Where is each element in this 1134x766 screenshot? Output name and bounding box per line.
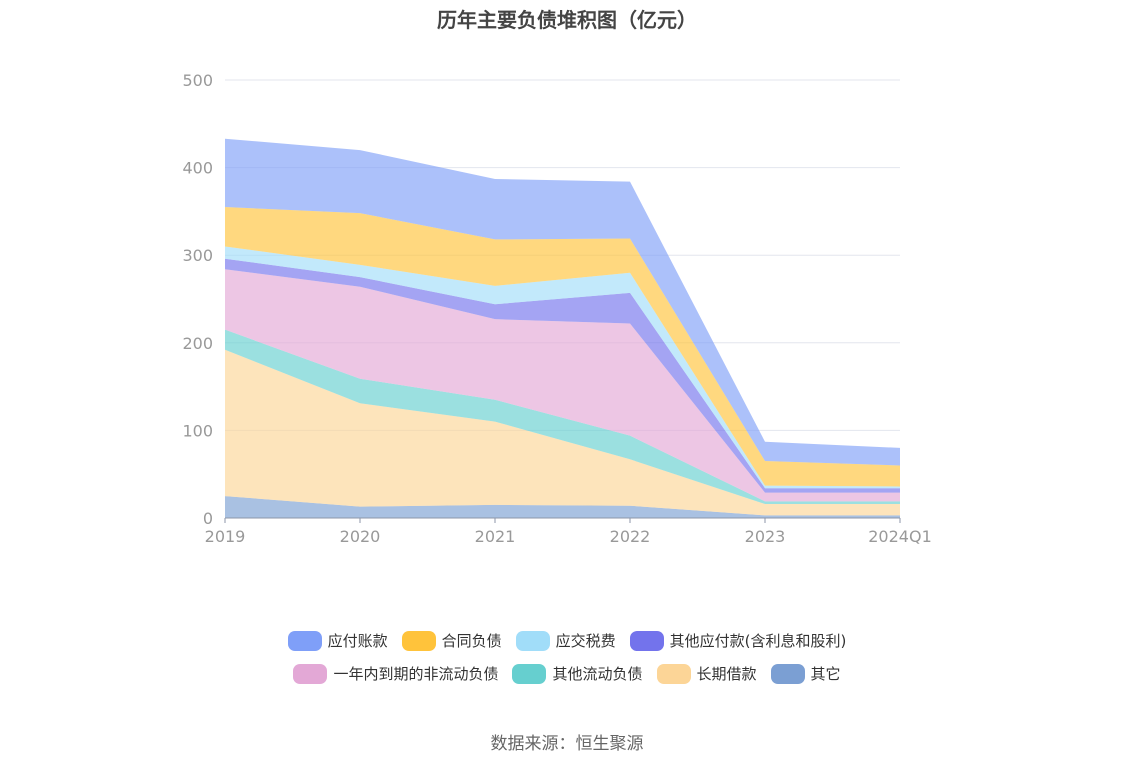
x-tick-label: 2024Q1	[868, 527, 932, 546]
legend-item-current-portion-noncurrent[interactable]: 一年内到期的非流动负债	[293, 663, 498, 684]
y-tick-label: 500	[182, 71, 213, 90]
legend-item-other-payables[interactable]: 其他应付款(含利息和股利)	[629, 630, 847, 651]
area-series	[225, 349, 900, 516]
legend-row-1: 应付账款 合同负债 应交税费 其他应付款(含利息和股利)	[0, 630, 1134, 651]
legend-row-2: 一年内到期的非流动负债 其他流动负债 长期借款 其它	[0, 663, 1134, 684]
area-series	[225, 207, 900, 487]
legend-label: 其他应付款(含利息和股利)	[669, 632, 847, 650]
axes: 0 100 200 300 400 500 2019 2020 2021 2022 2023 2024…	[182, 71, 931, 546]
area-series	[225, 269, 900, 502]
y-tick-label: 100	[182, 421, 213, 440]
chart-title: 历年主要负债堆积图（亿元）	[437, 8, 697, 32]
legend-item-contract-liabilities[interactable]: 合同负债	[401, 630, 502, 651]
x-tick-label: 2023	[745, 527, 786, 546]
y-tick-label: 300	[182, 246, 213, 265]
y-tick-label: 200	[182, 334, 213, 353]
legend-label: 一年内到期的非流动负债	[333, 665, 499, 683]
area-series	[225, 138, 900, 466]
legend-label: 应交税费	[555, 632, 616, 650]
legend-swatch	[293, 663, 328, 684]
data-source-note: 数据来源：恒生聚源	[490, 734, 644, 754]
legend-swatch	[656, 663, 691, 684]
legend-item-long-term-loans[interactable]: 长期借款	[656, 663, 757, 684]
legend-swatch	[770, 663, 805, 684]
legend-swatch	[401, 630, 436, 651]
legend-label: 长期借款	[696, 665, 757, 683]
legend-swatch	[515, 630, 550, 651]
legend-swatch	[512, 663, 547, 684]
legend-swatch	[287, 630, 322, 651]
area-series-layer	[225, 138, 900, 518]
x-tick-label: 2019	[205, 527, 246, 546]
area-series	[225, 496, 900, 518]
y-tick-label: 0	[203, 509, 213, 528]
x-tick-label: 2021	[475, 527, 516, 546]
legend-item-other[interactable]: 其它	[770, 663, 841, 684]
legend-item-accounts-payable[interactable]: 应付账款	[287, 630, 388, 651]
y-tick-label: 400	[182, 159, 213, 178]
x-tick-label: 2022	[610, 527, 651, 546]
legend-label: 合同负债	[441, 632, 502, 650]
area-series	[225, 246, 900, 489]
legend-swatch	[629, 630, 664, 651]
legend: 应付账款 合同负债 应交税费 其他应付款(含利息和股利) 一年内到期的非流动负债…	[0, 630, 1134, 696]
x-tick-label: 2020	[340, 527, 381, 546]
legend-label: 应付账款	[327, 632, 388, 650]
legend-item-other-current-liabilities[interactable]: 其他流动负债	[512, 663, 643, 684]
area-series	[225, 258, 900, 493]
legend-label: 其他流动负债	[552, 665, 643, 683]
legend-label: 其它	[810, 665, 841, 683]
stacked-area-chart: 0 100 200 300 400 500 2019 2020 2021 2022 2023 2024…	[182, 71, 931, 546]
legend-item-taxes-payable[interactable]: 应交税费	[515, 630, 616, 651]
